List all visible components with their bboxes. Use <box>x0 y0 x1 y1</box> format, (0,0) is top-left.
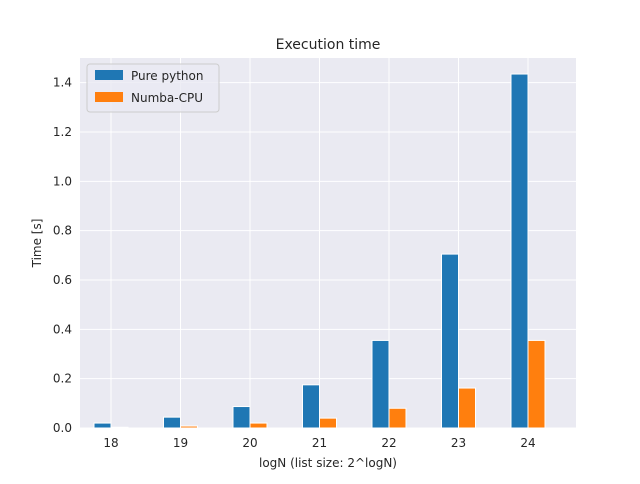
x-tick-label: 23 <box>451 436 466 450</box>
bar-pure-python-20 <box>232 406 251 429</box>
legend-swatch-pure-python <box>95 70 123 80</box>
bar-pure-python-19 <box>163 416 181 429</box>
y-axis-label: Time [s] <box>30 219 44 269</box>
plot-area <box>80 58 576 428</box>
chart-title: Execution time <box>276 37 381 53</box>
x-tick-label: 20 <box>242 436 257 450</box>
y-tick-label: 0.2 <box>53 372 72 386</box>
bar-numba-cpu-19 <box>180 425 198 429</box>
x-tick-label: 21 <box>312 436 327 450</box>
bar-pure-python-18 <box>93 422 112 429</box>
bar-numba-cpu-21 <box>319 417 337 429</box>
y-tick-label: 0.0 <box>53 421 72 435</box>
y-tick-label: 1.0 <box>53 174 72 188</box>
legend-label-numba-cpu: Numba-CPU <box>131 91 203 105</box>
legend-label-pure-python: Pure python <box>131 69 203 83</box>
tick-labels: 0.0 0.2 0.4 0.6 0.8 1.0 1.2 1.4 18 19 20 21 22 23 24 <box>53 76 536 450</box>
y-tick-label: 0.4 <box>53 322 72 336</box>
y-tick-label: 1.4 <box>53 76 72 90</box>
x-tick-label: 24 <box>520 436 535 450</box>
bars <box>93 73 546 429</box>
y-tick-label: 1.2 <box>53 125 72 139</box>
bar-numba-cpu-23 <box>458 387 476 429</box>
bar-numba-cpu-22 <box>388 407 407 429</box>
legend-swatch-numba-cpu <box>95 92 123 102</box>
bar-numba-cpu-18 <box>110 426 129 429</box>
bar-numba-cpu-20 <box>249 422 268 429</box>
x-tick-label: 18 <box>103 436 118 450</box>
x-tick-label: 19 <box>173 436 188 450</box>
y-tick-label: 0.8 <box>53 224 72 238</box>
bar-numba-cpu-24 <box>527 339 546 429</box>
bar-pure-python-21 <box>302 384 320 429</box>
x-axis-label: logN (list size: 2^logN) <box>259 456 397 470</box>
y-tick-label: 0.6 <box>53 273 72 287</box>
x-tick-label: 22 <box>381 436 396 450</box>
bar-pure-python-24 <box>510 73 529 429</box>
legend: Pure python Numba-CPU <box>86 63 220 113</box>
bar-pure-python-22 <box>371 339 390 429</box>
bar-pure-python-23 <box>441 253 459 429</box>
